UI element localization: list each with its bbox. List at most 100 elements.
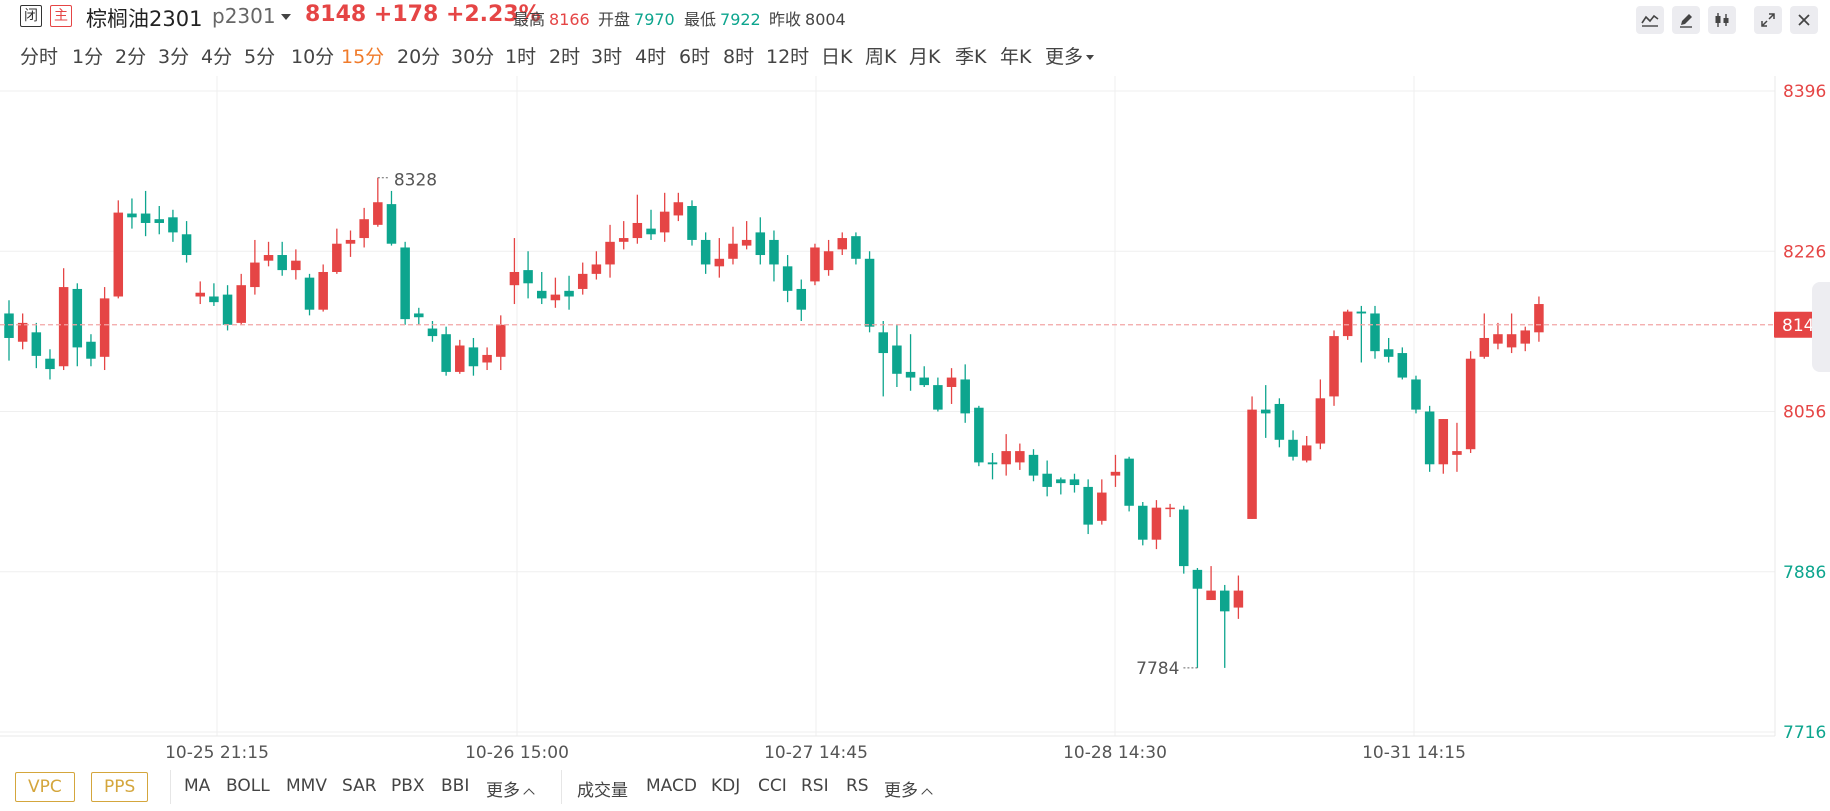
overlay-indicator[interactable]: BBI: [441, 776, 470, 796]
candle-body: [250, 262, 260, 288]
candle-body: [304, 277, 315, 310]
period-option[interactable]: 4分: [201, 46, 233, 68]
candle-body: [468, 347, 479, 367]
min-price-label: 7784: [1136, 659, 1179, 679]
symbol-name[interactable]: 棕榈油2301: [86, 7, 203, 31]
candle-body: [509, 271, 520, 286]
candle-body: [1192, 569, 1203, 589]
last-price-tag: [1774, 311, 1822, 338]
candle-body: [1493, 334, 1503, 344]
overlay-indicator[interactable]: 更多: [486, 776, 535, 801]
candle-body: [236, 285, 246, 323]
candle-body: [345, 239, 356, 244]
candle-body: [373, 202, 383, 225]
candle-body: [1097, 492, 1107, 521]
candle-body: [823, 251, 834, 271]
period-option[interactable]: 10分: [291, 46, 335, 68]
sub-indicator[interactable]: 成交量: [577, 781, 628, 801]
close-icon[interactable]: [1790, 6, 1818, 34]
candlestick-chart[interactable]: 8396 8226 8056 7886 7716 10-25 21:15 10-26 15:…: [0, 76, 1830, 760]
overlay-indicator[interactable]: SAR: [342, 776, 377, 796]
period-option[interactable]: 30分: [451, 46, 495, 68]
candle-body: [1165, 507, 1175, 510]
candle-icon[interactable]: [1708, 6, 1736, 34]
closed-badge: 闭: [20, 5, 42, 27]
expand-icon[interactable]: [1754, 6, 1782, 34]
period-option[interactable]: 更多: [1045, 42, 1095, 69]
period-option[interactable]: 1时: [505, 46, 537, 68]
period-option[interactable]: 1分: [72, 46, 104, 68]
line-chart-icon[interactable]: [1636, 6, 1664, 34]
stat-value: 8004: [805, 10, 846, 29]
stat-label: 最高: [513, 10, 546, 29]
stat-high: 最高 8166: [513, 6, 590, 30]
candle-body: [1479, 337, 1490, 357]
period-option[interactable]: 月K: [909, 46, 941, 68]
candle-body: [1247, 409, 1257, 519]
sub-indicator[interactable]: RS: [846, 776, 869, 796]
period-option[interactable]: 20分: [397, 46, 441, 68]
indicator-bar: VPC PPS MA BOLL MMV SAR PBX BBI 更多 成交量 MACD KDJ CCI R…: [0, 762, 1830, 811]
symbol-code[interactable]: p2301: [212, 4, 276, 28]
candle-body: [17, 322, 28, 342]
candle-body: [31, 332, 42, 356]
candle-body: [892, 345, 902, 374]
candle-body: [741, 239, 752, 246]
overlay-indicator[interactable]: BOLL: [226, 776, 270, 796]
period-option[interactable]: 8时: [723, 46, 755, 68]
candle-body: [58, 287, 69, 367]
candle-body: [359, 219, 369, 239]
candle-body: [523, 270, 533, 284]
period-option[interactable]: 2时: [549, 46, 581, 68]
last-price-summary: 8148 +178 +2.23%: [305, 2, 541, 27]
candle-body: [181, 234, 192, 256]
candle-body: [1452, 451, 1462, 455]
indicator-toggle[interactable]: PPS: [91, 772, 149, 802]
period-option[interactable]: 12时: [766, 46, 810, 68]
candle-body: [796, 288, 807, 310]
period-option[interactable]: 周K: [865, 46, 897, 68]
period-option[interactable]: 季K: [955, 46, 987, 68]
overlay-indicator[interactable]: MA: [184, 776, 211, 796]
candle-body: [632, 222, 643, 239]
sub-indicator[interactable]: RSI: [801, 776, 829, 796]
candle-body: [1028, 454, 1039, 476]
period-option[interactable]: 年K: [1000, 46, 1032, 68]
period-option[interactable]: 5分: [244, 46, 276, 68]
candle-body: [140, 213, 151, 223]
sub-indicator[interactable]: KDJ: [711, 776, 741, 796]
period-option[interactable]: 日K: [821, 46, 853, 68]
period-option[interactable]: 3时: [591, 46, 623, 68]
price-change-pct: +2.23%: [445, 2, 541, 27]
period-option[interactable]: 15分: [341, 46, 385, 68]
candle-body: [987, 462, 998, 465]
candle-body: [782, 266, 793, 291]
indicator-toggle[interactable]: VPC: [15, 772, 75, 802]
y-tick-label: 7716: [1783, 723, 1826, 743]
side-panel-handle[interactable]: [1812, 282, 1830, 372]
sub-indicator[interactable]: CCI: [758, 776, 787, 796]
overlay-indicator[interactable]: PBX: [391, 776, 425, 796]
candle-body: [946, 377, 957, 387]
candle-body: [209, 296, 219, 303]
chevron-down-icon[interactable]: [281, 14, 291, 20]
candle-body: [455, 345, 465, 372]
overlay-indicator[interactable]: MMV: [286, 776, 327, 796]
period-option[interactable]: 3分: [158, 46, 190, 68]
sub-indicator[interactable]: 更多: [884, 776, 933, 801]
x-tick-label: 10-27 14:45: [764, 743, 868, 760]
candle-body: [386, 204, 397, 244]
candle-body: [154, 219, 165, 223]
pencil-icon[interactable]: [1672, 6, 1700, 34]
period-option[interactable]: 分时: [20, 46, 59, 68]
sub-indicator[interactable]: MACD: [646, 776, 697, 796]
period-option[interactable]: 6时: [679, 46, 711, 68]
candle-body: [905, 371, 916, 378]
period-option[interactable]: 2分: [115, 46, 147, 68]
x-tick-label: 10-26 15:00: [465, 743, 569, 760]
candle-body: [837, 238, 848, 250]
y-tick-label: 7886: [1783, 563, 1826, 583]
candle-body: [45, 358, 55, 370]
candle-body: [1274, 403, 1285, 440]
period-option[interactable]: 4时: [635, 46, 667, 68]
